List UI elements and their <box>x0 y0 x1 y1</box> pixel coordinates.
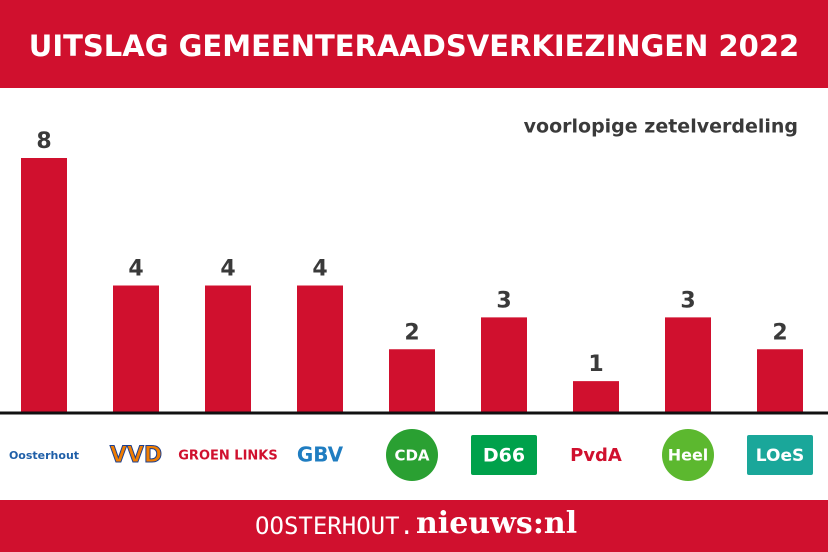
bar <box>665 317 711 413</box>
subtitle: voorlopige zetelverdeling <box>524 116 798 138</box>
value-label: 3 <box>496 288 511 313</box>
category-logo: VVD <box>110 443 162 468</box>
bar <box>481 317 527 413</box>
category-logo: LOeS <box>756 446 804 466</box>
category-logo: GBV <box>297 443 344 467</box>
bar <box>21 158 67 413</box>
value-label: 4 <box>220 257 235 282</box>
value-label: 1 <box>588 352 603 377</box>
category-logo: CDA <box>394 447 429 465</box>
bar <box>297 285 343 413</box>
chart-title: UITSLAG GEMEENTERAADSVERKIEZINGEN 2022 <box>29 29 799 63</box>
value-label: 2 <box>404 320 419 345</box>
category-logo: Heel <box>668 446 709 465</box>
header-band <box>0 0 828 88</box>
bar <box>205 285 251 413</box>
category-logo: GROEN LINKS <box>178 449 277 464</box>
logo-badge <box>11 435 77 475</box>
footer-text: OOSTERHOUT. <box>255 512 414 540</box>
value-label: 8 <box>36 129 51 154</box>
bar <box>113 285 159 413</box>
value-label: 4 <box>128 257 143 282</box>
footer-band <box>0 500 828 552</box>
value-label: 2 <box>772 320 787 345</box>
value-label: 3 <box>680 288 695 313</box>
bar <box>757 349 803 413</box>
logo-badge <box>662 429 714 481</box>
logo-badge <box>563 435 629 475</box>
logo-badge <box>195 435 261 475</box>
footer-brand: nieuws:nl <box>416 506 577 541</box>
logo-badge <box>471 435 537 475</box>
logo-badge <box>103 435 169 475</box>
category-logo: Oosterhout <box>9 449 79 462</box>
bar <box>573 381 619 413</box>
category-logo: PvdA <box>570 445 622 466</box>
bar <box>389 349 435 413</box>
logo-badge <box>287 435 353 475</box>
logo-badge <box>747 435 813 475</box>
category-logo: D66 <box>483 445 525 467</box>
value-label: 4 <box>312 257 327 282</box>
logo-badge <box>386 429 438 481</box>
